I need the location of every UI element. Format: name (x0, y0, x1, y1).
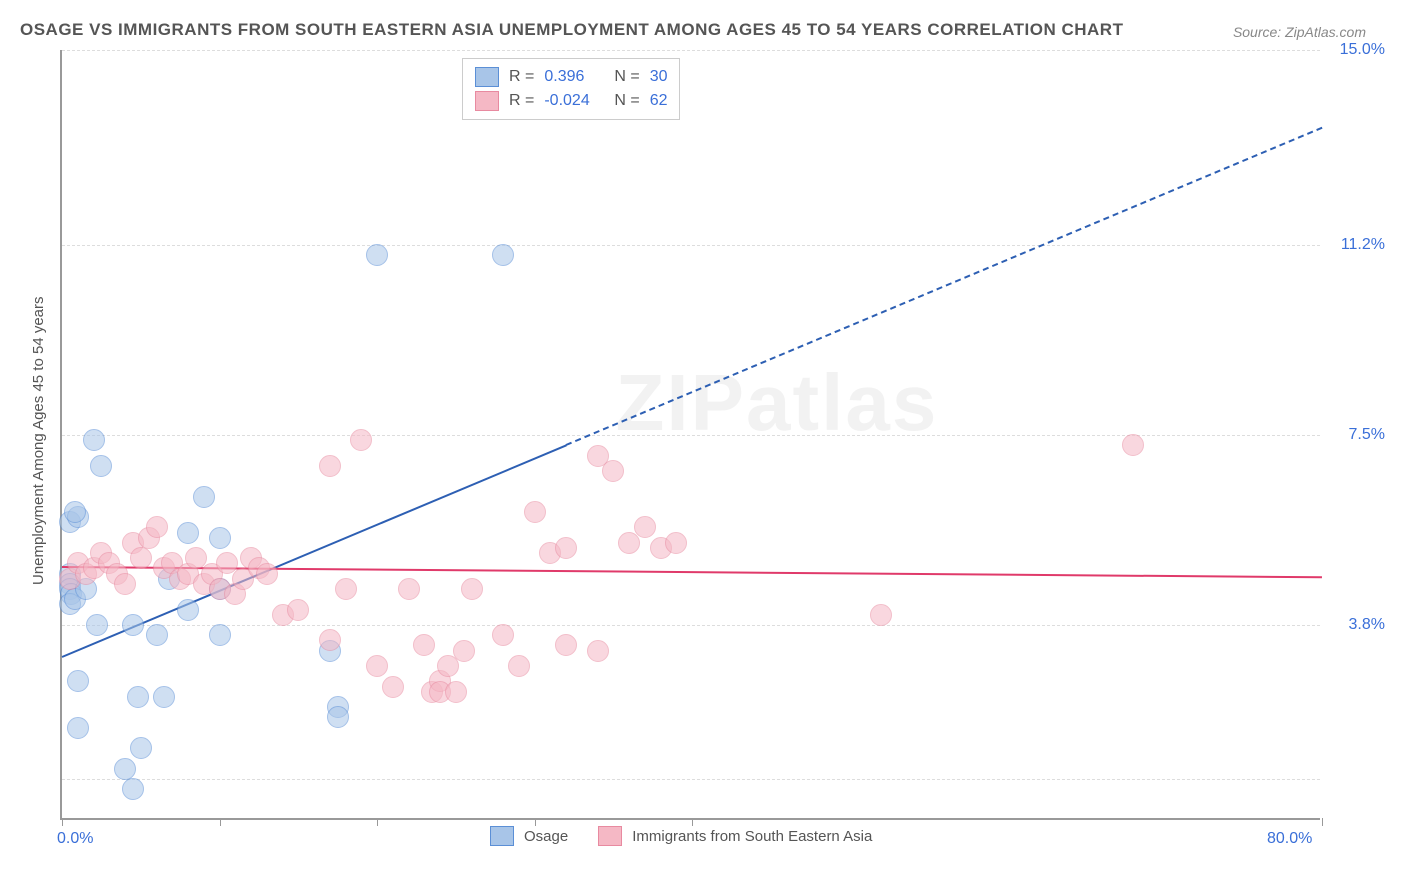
data-point (153, 686, 175, 708)
legend-r-value: 0.396 (544, 68, 604, 86)
data-point (146, 624, 168, 646)
data-point (524, 501, 546, 523)
legend-r-label: R = (509, 68, 534, 86)
data-point (177, 599, 199, 621)
data-point (413, 634, 435, 656)
legend-series-label: Osage (524, 828, 568, 845)
x-tick-mark (535, 818, 536, 826)
grid-line (62, 625, 1320, 626)
data-point (122, 614, 144, 636)
y-tick-label: 3.8% (1349, 616, 1385, 634)
data-point (665, 532, 687, 554)
data-point (350, 429, 372, 451)
legend-r-value: -0.024 (544, 92, 604, 110)
data-point (287, 599, 309, 621)
data-point (83, 429, 105, 451)
data-point (327, 706, 349, 728)
trend-line (566, 127, 1323, 446)
data-point (319, 629, 341, 651)
data-point (366, 655, 388, 677)
x-tick-label: 80.0% (1267, 830, 1312, 848)
data-point (492, 244, 514, 266)
legend-swatch (598, 826, 622, 846)
data-point (634, 516, 656, 538)
data-point (86, 614, 108, 636)
legend-series-label: Immigrants from South Eastern Asia (632, 828, 872, 845)
data-point (209, 624, 231, 646)
data-point (335, 578, 357, 600)
data-point (146, 516, 168, 538)
legend-r-label: R = (509, 92, 534, 110)
data-point (366, 244, 388, 266)
scatter-plot-area: ZIPatlas R = 0.396N = 30R = -0.024N = 62… (60, 50, 1320, 820)
data-point (67, 670, 89, 692)
correlation-legend: R = 0.396 N = 30 R = -0.024 N = 62 (462, 58, 680, 120)
data-point (193, 486, 215, 508)
x-tick-mark (1322, 818, 1323, 826)
data-point (319, 455, 341, 477)
data-point (130, 737, 152, 759)
data-point (177, 522, 199, 544)
chart-title: OSAGE VS IMMIGRANTS FROM SOUTH EASTERN A… (20, 20, 1123, 40)
data-point (64, 501, 86, 523)
data-point (445, 681, 467, 703)
legend-n-value: 30 (650, 68, 668, 86)
data-point (602, 460, 624, 482)
data-point (555, 537, 577, 559)
legend-row: R = -0.024 N = 62 (475, 89, 667, 113)
data-point (114, 573, 136, 595)
data-point (555, 634, 577, 656)
legend-swatch (490, 826, 514, 846)
data-point (508, 655, 530, 677)
x-tick-mark (62, 818, 63, 826)
y-axis-label: Unemployment Among Ages 45 to 54 years (30, 296, 47, 585)
x-tick-mark (377, 818, 378, 826)
data-point (209, 527, 231, 549)
legend-swatch (475, 91, 499, 111)
data-point (67, 717, 89, 739)
data-point (382, 676, 404, 698)
data-point (453, 640, 475, 662)
series-legend: Osage Immigrants from South Eastern Asia (490, 826, 892, 846)
data-point (492, 624, 514, 646)
y-tick-label: 11.2% (1341, 236, 1385, 254)
grid-line (62, 50, 1320, 51)
data-point (587, 640, 609, 662)
data-point (114, 758, 136, 780)
data-point (870, 604, 892, 626)
y-tick-label: 7.5% (1349, 426, 1385, 444)
data-point (1122, 434, 1144, 456)
x-tick-mark (220, 818, 221, 826)
legend-n-label: N = (614, 92, 639, 110)
x-tick-label: 0.0% (57, 830, 93, 848)
legend-n-label: N = (614, 68, 639, 86)
legend-n-value: 62 (650, 92, 668, 110)
grid-line (62, 245, 1320, 246)
legend-row: R = 0.396 N = 30 (475, 65, 667, 89)
data-point (398, 578, 420, 600)
grid-line (62, 779, 1320, 780)
data-point (461, 578, 483, 600)
data-point (122, 778, 144, 800)
data-point (127, 686, 149, 708)
data-point (90, 455, 112, 477)
x-tick-mark (692, 818, 693, 826)
y-tick-label: 15.0% (1340, 41, 1385, 59)
source-attribution: Source: ZipAtlas.com (1233, 24, 1366, 40)
data-point (130, 547, 152, 569)
legend-swatch (475, 67, 499, 87)
data-point (256, 563, 278, 585)
